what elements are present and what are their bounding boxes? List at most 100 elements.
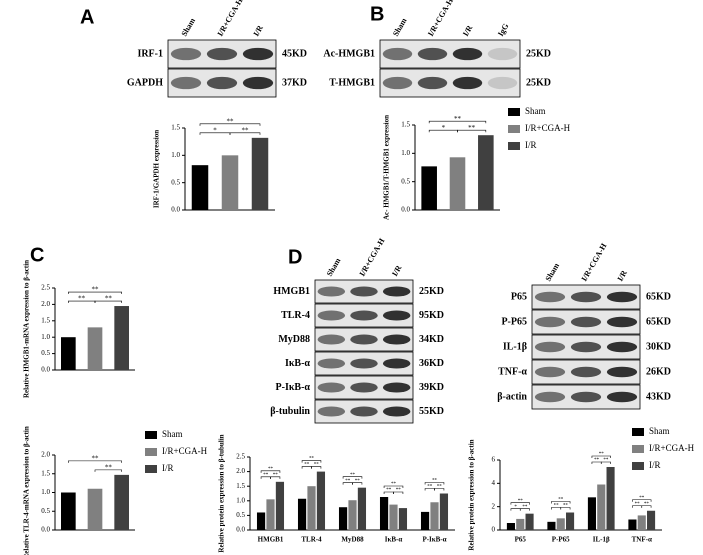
significance-bracket: [551, 501, 571, 504]
significance-bracket: [68, 460, 122, 463]
blot-band: [206, 76, 238, 90]
legend-label: Sham: [162, 429, 183, 439]
y-tick-label: 1.0: [236, 496, 245, 504]
significance-label: **: [554, 504, 560, 509]
bar: [251, 137, 269, 210]
blot-row-label: IL-1β: [503, 341, 527, 352]
blot-column-label: I/R: [461, 24, 474, 38]
significance-label: **: [78, 295, 86, 303]
y-tick-label: 0.0: [171, 206, 180, 214]
significance-label: **: [432, 479, 438, 484]
y-axis-label: Relative TLR-4-mRNA expression to β-acti…: [23, 426, 31, 555]
significance-label: **: [396, 488, 402, 493]
blot-band: [382, 358, 411, 369]
blot-row-label: Ac-HMGB1: [323, 48, 375, 59]
significance-label: **: [437, 485, 443, 490]
significance-label: **: [350, 473, 356, 478]
y-tick-label: 0.5: [41, 507, 50, 515]
y-tick-label: 1.0: [41, 488, 50, 496]
blot-row-label: IκB-α: [285, 358, 310, 369]
bar: [547, 521, 556, 530]
blot-row-label: GAPDH: [127, 77, 163, 88]
blot-row-label: P65: [511, 291, 527, 302]
bar: [421, 166, 437, 210]
y-tick-label: 2.0: [41, 300, 50, 308]
y-tick-label: 0.5: [401, 177, 410, 185]
bar: [637, 515, 646, 530]
blot-column-label: I/R: [252, 24, 265, 38]
significance-label: **: [105, 295, 113, 303]
significance-bracket: [457, 129, 487, 133]
y-tick-label: 0.0: [401, 206, 410, 214]
y-tick-label: 0.5: [41, 349, 50, 357]
blot-band: [487, 76, 518, 90]
legend-swatch: [145, 465, 157, 473]
significance-label: **: [427, 485, 433, 490]
blot-band: [487, 47, 518, 61]
bar: [389, 504, 398, 530]
panel-label: B: [370, 3, 384, 25]
legend-label: I/R: [525, 140, 537, 150]
significance-bracket: [260, 470, 281, 473]
significance-label: **: [522, 505, 528, 510]
legend-swatch: [632, 445, 644, 453]
bar: [628, 519, 637, 530]
legend-swatch: [632, 428, 644, 436]
y-tick-label: 6: [492, 456, 496, 464]
blot-band: [382, 310, 411, 321]
blot-band: [242, 76, 274, 90]
significance-label: **: [105, 463, 113, 471]
significance-label: **: [263, 473, 269, 478]
blot-band: [382, 406, 411, 417]
significance-label: **: [304, 463, 310, 468]
significance-label: **: [558, 498, 564, 503]
significance-bracket: [301, 460, 322, 463]
blot-row-label: P-IκB-α: [276, 382, 311, 393]
bar: [606, 467, 615, 530]
y-tick-label: 2.0: [236, 467, 245, 475]
bar: [191, 165, 209, 210]
bar: [275, 481, 285, 530]
significance-label: **: [518, 499, 524, 504]
significance-label: **: [345, 479, 351, 484]
bar: [357, 487, 367, 530]
significance-bracket: [352, 482, 363, 485]
blot-band: [452, 76, 483, 90]
bar: [61, 337, 76, 370]
bar: [61, 492, 76, 530]
blot-band: [606, 291, 638, 303]
bar: [587, 497, 596, 530]
blot-band: [382, 382, 411, 393]
panel-label: C: [30, 244, 44, 266]
y-tick-label: 0.0: [236, 526, 245, 534]
significance-label: **: [454, 115, 462, 123]
blot-row-label: TLR-4: [281, 310, 310, 321]
significance-label: **: [563, 504, 569, 509]
blot-band: [206, 47, 238, 61]
blot-band: [350, 406, 378, 417]
bar: [114, 474, 129, 530]
legend-swatch: [145, 431, 157, 439]
y-tick-label: 0.0: [41, 526, 50, 534]
y-tick-label: 1.5: [401, 121, 410, 129]
x-tick-label: TLR-4: [301, 536, 322, 544]
significance-bracket: [393, 491, 404, 495]
y-tick-label: 1.5: [171, 124, 180, 132]
legend-swatch: [508, 125, 520, 133]
y-tick-label: 1.5: [41, 316, 50, 324]
blot-band: [317, 406, 346, 417]
blot-column-label: IgG: [496, 22, 510, 38]
blot-column-label: Sham: [544, 261, 562, 283]
legend-swatch: [145, 448, 157, 456]
blot-band: [350, 286, 378, 297]
blot-band: [606, 366, 638, 378]
blot-band: [534, 391, 566, 403]
bar: [506, 523, 515, 530]
blot-column-label: I/R+CGA-H: [426, 0, 455, 38]
blot-size-label: 26KD: [646, 366, 671, 377]
bar: [478, 135, 494, 210]
y-tick-label: 1.0: [41, 333, 50, 341]
significance-bracket: [270, 476, 281, 479]
bar: [87, 327, 103, 370]
